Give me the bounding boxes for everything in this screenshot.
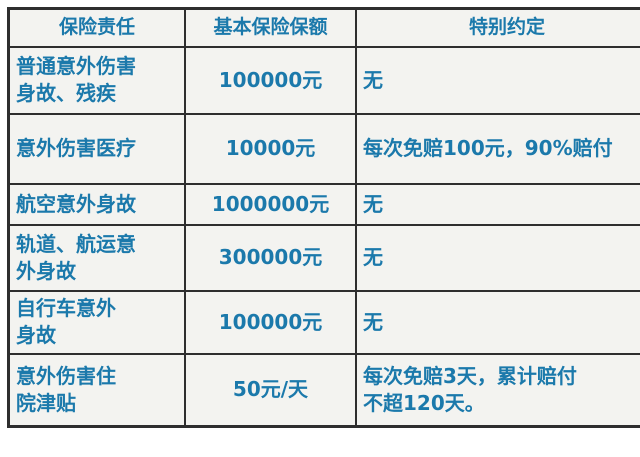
cell-amount: 1000000元 <box>184 182 357 226</box>
table-row: 轨道、航运意 外身故 300000元 无 <box>7 223 640 292</box>
cell-liability: 意外伤害住 院津贴 <box>7 352 186 428</box>
cell-special: 无 <box>355 45 640 115</box>
table-row: 自行车意外 身故 100000元 无 <box>7 289 640 355</box>
cell-amount: 100000元 <box>184 45 357 115</box>
cell-amount: 100000元 <box>184 289 357 355</box>
cell-amount: 10000元 <box>184 112 357 185</box>
table-row: 普通意外伤害 身故、残疾 100000元 无 <box>7 45 640 115</box>
cell-liability: 轨道、航运意 外身故 <box>7 223 186 292</box>
header-special: 特别约定 <box>355 7 640 48</box>
cell-liability: 航空意外身故 <box>7 182 186 226</box>
cell-liability: 意外伤害医疗 <box>7 112 186 185</box>
cell-liability: 自行车意外 身故 <box>7 289 186 355</box>
cell-special: 无 <box>355 289 640 355</box>
table-row: 意外伤害医疗 10000元 每次免赔100元，90%赔付 <box>7 112 640 185</box>
header-liability: 保险责任 <box>7 7 186 48</box>
cell-special: 无 <box>355 223 640 292</box>
cell-special: 每次免赔3天，累计赔付 不超120天。 <box>355 352 640 428</box>
cell-special: 无 <box>355 182 640 226</box>
cell-liability: 普通意外伤害 身故、残疾 <box>7 45 186 115</box>
header-amount: 基本保险保额 <box>184 7 357 48</box>
cell-amount: 50元/天 <box>184 352 357 428</box>
table-header-row: 保险责任 基本保险保额 特别约定 <box>7 7 640 48</box>
cell-amount: 300000元 <box>184 223 357 292</box>
table-row: 意外伤害住 院津贴 50元/天 每次免赔3天，累计赔付 不超120天。 <box>7 352 640 428</box>
cell-special: 每次免赔100元，90%赔付 <box>355 112 640 185</box>
insurance-benefits-table: 保险责任 基本保险保额 特别约定 普通意外伤害 身故、残疾 100000元 无 … <box>7 7 640 428</box>
table-row: 航空意外身故 1000000元 无 <box>7 182 640 226</box>
